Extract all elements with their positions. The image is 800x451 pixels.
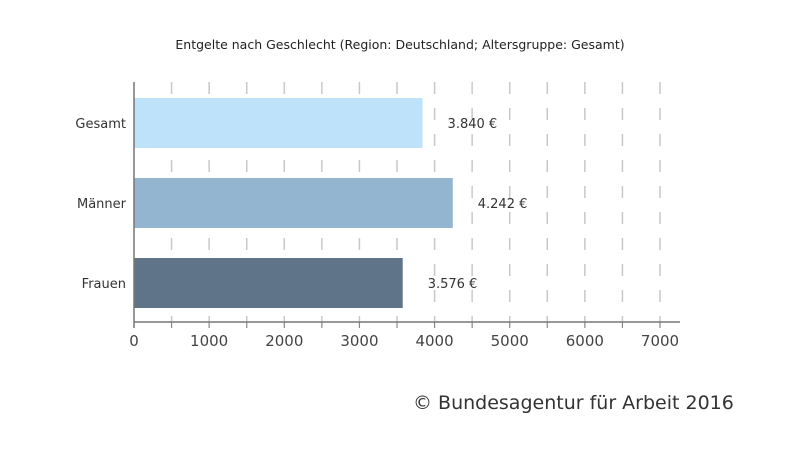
category-label: Gesamt	[75, 117, 126, 132]
x-tick-label: 1000	[190, 332, 228, 350]
bar-frauen	[134, 258, 403, 308]
x-tick-label: 7000	[641, 332, 679, 350]
chart-title: Entgelte nach Geschlecht (Region: Deutsc…	[175, 37, 624, 52]
category-label: Frauen	[82, 277, 126, 292]
value-label: 3.576 €	[428, 277, 478, 292]
bars: 3.840 € 4.242 € 3.576 €	[134, 98, 527, 308]
x-tick-label: 5000	[491, 332, 529, 350]
x-tick-label: 6000	[566, 332, 604, 350]
x-tick-label: 3000	[340, 332, 378, 350]
x-tick-label: 0	[129, 332, 139, 350]
axes: Gesamt Männer Frauen 0 1000 2000 3000 4000 5000 6…	[75, 82, 680, 350]
copyright-text: © Bundesagentur für Arbeit 2016	[413, 392, 734, 414]
x-tick-label: 2000	[265, 332, 303, 350]
bar-gesamt	[134, 98, 423, 148]
bar-männer	[134, 178, 453, 228]
value-label: 4.242 €	[478, 197, 528, 212]
value-label: 3.840 €	[448, 117, 498, 132]
x-tick-label: 4000	[415, 332, 453, 350]
category-label: Männer	[77, 197, 127, 212]
